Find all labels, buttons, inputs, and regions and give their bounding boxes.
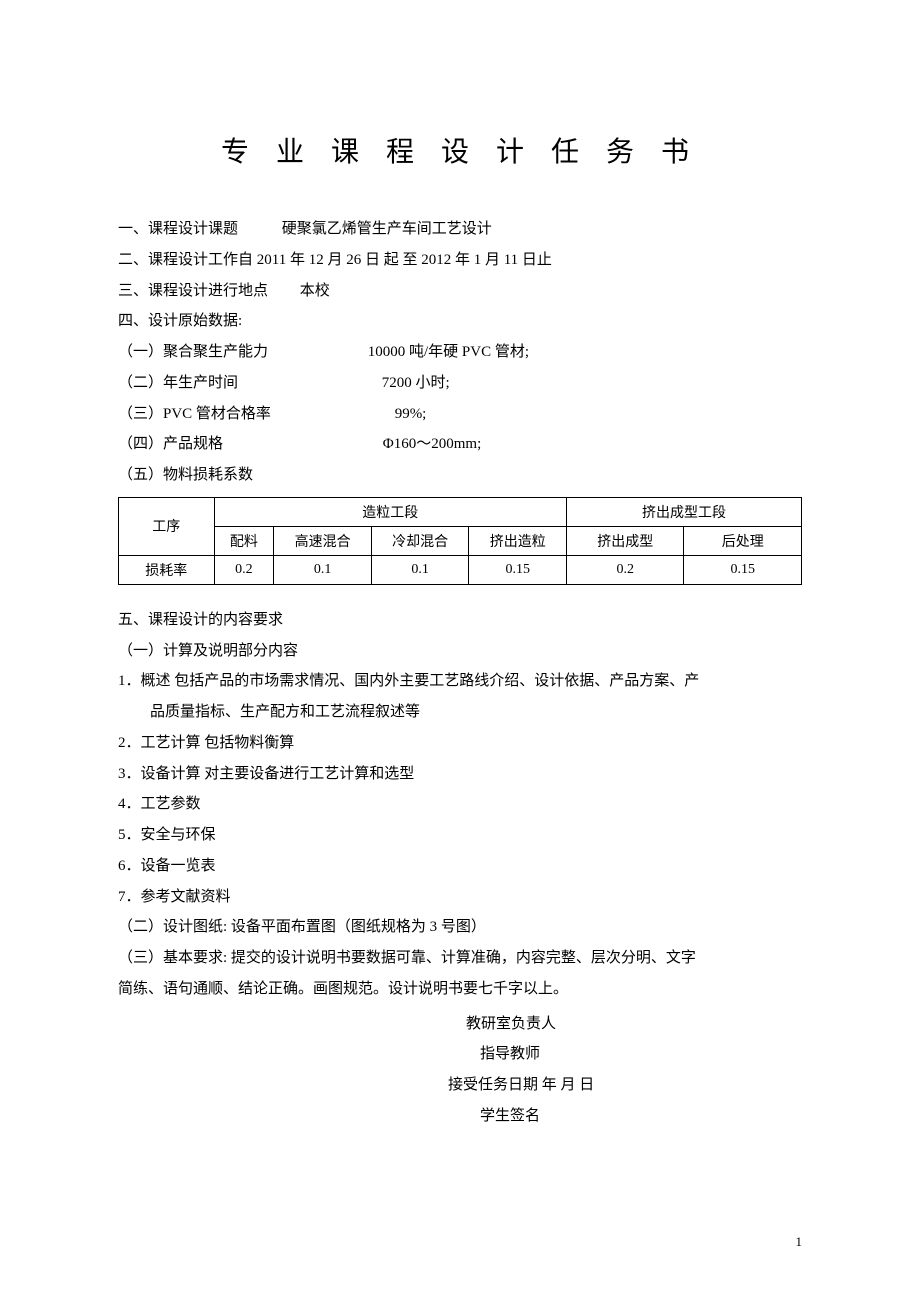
row-v5: 0.2 [567, 555, 684, 584]
data-2: （二）年生产时间 7200 小时; [118, 368, 802, 399]
sig-1: 教研室负责人 [118, 1009, 802, 1040]
sec5-sub3b: 简练、语句通顺、结论正确。画图规范。设计说明书要七千字以上。 [118, 974, 802, 1005]
data-2-label: （二）年生产时间 [118, 368, 238, 399]
section-5: 五、课程设计的内容要求 （一）计算及说明部分内容 1．概述 包括产品的市场需求情… [118, 605, 802, 1005]
li4: 4．工艺参数 [118, 789, 802, 820]
li5: 5．安全与环保 [118, 820, 802, 851]
table-row: 损耗率 0.2 0.1 0.1 0.15 0.2 0.15 [119, 555, 802, 584]
li3: 3．设备计算 对主要设备进行工艺计算和选型 [118, 759, 802, 790]
sig-3: 接受任务日期 年 月 日 [118, 1070, 802, 1101]
data-5: （五）物料损耗系数 [118, 460, 802, 491]
row-v4: 0.15 [469, 555, 567, 584]
item-two: 二、课程设计工作自 2011 年 12 月 26 日 起 至 2012 年 1 … [118, 245, 802, 276]
row-v6: 0.15 [684, 555, 802, 584]
data-4-label: （四）产品规格 [118, 429, 223, 460]
row-v1: 0.2 [214, 555, 274, 584]
signature-block: 教研室负责人 指导教师 接受任务日期 年 月 日 学生签名 [118, 1009, 802, 1132]
row-v3: 0.1 [371, 555, 469, 584]
data-4: （四）产品规格 Φ160～200mm; [118, 429, 802, 460]
th-c3: 冷却混合 [371, 526, 469, 555]
item-three: 三、课程设计进行地点 本校 [118, 276, 802, 307]
th-c6: 后处理 [684, 526, 802, 555]
data-2-value: 7200 小时; [382, 368, 450, 399]
row-label: 损耗率 [119, 555, 215, 584]
th-group1: 造粒工段 [214, 497, 566, 526]
row-v2: 0.1 [274, 555, 372, 584]
item-three-label: 三、课程设计进行地点 [118, 276, 268, 307]
li6: 6．设备一览表 [118, 851, 802, 882]
li1a: 1．概述 包括产品的市场需求情况、国内外主要工艺路线介绍、设计依据、产品方案、产 [118, 666, 802, 697]
th-process: 工序 [119, 497, 215, 555]
li7: 7．参考文献资料 [118, 882, 802, 913]
data-4-value: Φ160～200mm; [383, 429, 481, 460]
page-title: 专 业 课 程 设 计 任 务 书 [118, 130, 802, 170]
sec5-sub1: （一）计算及说明部分内容 [118, 636, 802, 667]
item-three-value: 本校 [300, 276, 330, 307]
data-3: （三）PVC 管材合格率 99%; [118, 399, 802, 430]
data-1-value: 10000 吨/年硬 PVC 管材; [368, 337, 529, 368]
th-c1: 配料 [214, 526, 274, 555]
data-1: （一）聚合聚生产能力 10000 吨/年硬 PVC 管材; [118, 337, 802, 368]
th-c5: 挤出成型 [567, 526, 684, 555]
li1b-text: 品质量指标、生产配方和工艺流程叙述等 [118, 697, 802, 728]
sig-4: 学生签名 [118, 1101, 802, 1132]
sec5-sub3a: （三）基本要求: 提交的设计说明书要数据可靠、计算准确，内容完整、层次分明、文字 [118, 943, 802, 974]
th-group2: 挤出成型工段 [567, 497, 802, 526]
sig-2: 指导教师 [118, 1039, 802, 1070]
li2: 2．工艺计算 包括物料衡算 [118, 728, 802, 759]
th-c2: 高速混合 [274, 526, 372, 555]
data-3-label: （三）PVC 管材合格率 [118, 399, 271, 430]
data-1-label: （一）聚合聚生产能力 [118, 337, 268, 368]
item-four: 四、设计原始数据: [118, 306, 802, 337]
sec5-title: 五、课程设计的内容要求 [118, 605, 802, 636]
item-one-label: 一、课程设计课题 [118, 214, 238, 245]
th-c4: 挤出造粒 [469, 526, 567, 555]
item-one-value: 硬聚氯乙烯管生产车间工艺设计 [282, 214, 492, 245]
loss-table: 工序 造粒工段 挤出成型工段 配料 高速混合 冷却混合 挤出造粒 挤出成型 后处… [118, 497, 802, 585]
li1b: 品质量指标、生产配方和工艺流程叙述等 [118, 697, 802, 728]
page-number: 1 [796, 1234, 803, 1250]
sec5-sub2: （二）设计图纸: 设备平面布置图（图纸规格为 3 号图） [118, 912, 802, 943]
data-3-value: 99%; [395, 399, 427, 430]
item-one: 一、课程设计课题 硬聚氯乙烯管生产车间工艺设计 [118, 214, 802, 245]
